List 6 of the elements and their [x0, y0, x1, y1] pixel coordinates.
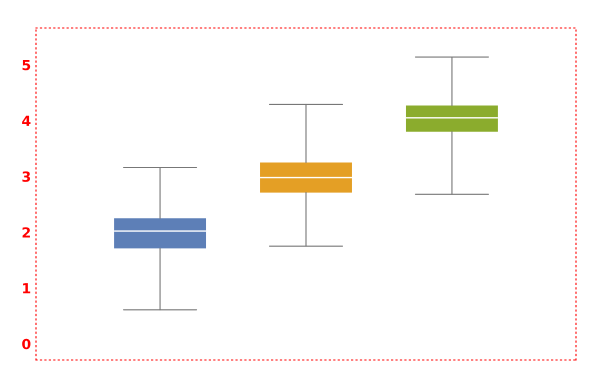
y-tick-label: 3 [22, 171, 30, 182]
y-tick-label: 5 [22, 60, 30, 70]
y-tick-label: 1 [23, 283, 30, 294]
y-tick-label: 4 [22, 116, 30, 126]
y-tick-label: 2 [22, 227, 30, 238]
y-tick-label: 0 [22, 338, 30, 350]
